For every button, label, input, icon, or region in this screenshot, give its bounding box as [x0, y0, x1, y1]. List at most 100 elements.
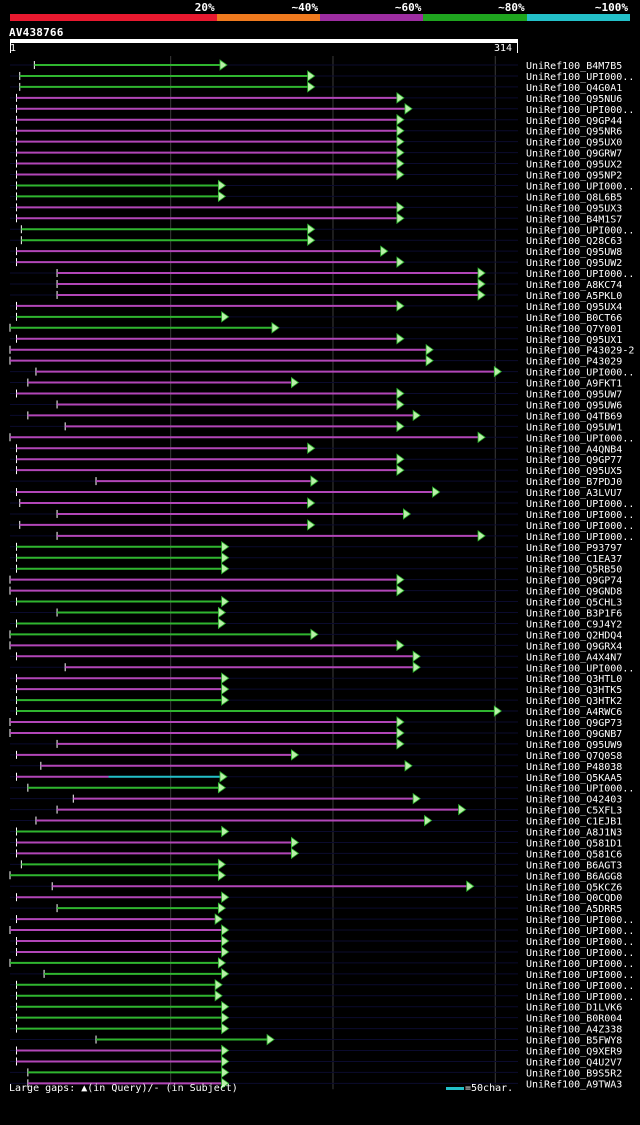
hit-label[interactable]: UniRef100_Q9GNB7	[526, 729, 622, 740]
hit-label[interactable]: UniRef100_Q5CHL3	[526, 598, 622, 609]
hit-label[interactable]: UniRef100_Q9GP74	[526, 576, 622, 587]
hit-label[interactable]: UniRef100_Q9GRW7	[526, 149, 622, 160]
hit-label[interactable]: UniRef100_A4RWC6	[526, 707, 622, 718]
hit-label[interactable]: UniRef100_Q95UW8	[526, 247, 622, 258]
hit-label[interactable]: UniRef100_Q4G0A1	[526, 83, 622, 94]
hit-label[interactable]: UniRef100_UPI000..	[526, 915, 634, 926]
query-sequence-bar	[10, 39, 518, 43]
hit-label[interactable]: UniRef100_P48038	[526, 762, 622, 773]
hit-label[interactable]: UniRef100_UPI000..	[526, 368, 634, 379]
hit-label[interactable]: UniRef100_Q3HTL0	[526, 674, 622, 685]
hit-label[interactable]: UniRef100_UPI000..	[526, 992, 634, 1003]
hit-label[interactable]: UniRef100_B6AGT3	[526, 860, 622, 871]
hit-label[interactable]: UniRef100_UPI000..	[526, 937, 634, 948]
hit-label[interactable]: UniRef100_Q9GND8	[526, 587, 622, 598]
hit-label[interactable]: UniRef100_Q95UX0	[526, 138, 622, 149]
hit-label[interactable]: UniRef100_UPI000..	[526, 948, 634, 959]
hit-label[interactable]: UniRef100_A4Z338	[526, 1025, 622, 1036]
hit-label[interactable]: UniRef100_Q5KCZ6	[526, 882, 622, 893]
hit-label[interactable]: UniRef100_Q95UX3	[526, 203, 622, 214]
hit-label[interactable]: UniRef100_B6AGG8	[526, 871, 622, 882]
hit-label[interactable]: UniRef100_Q28C63	[526, 236, 622, 247]
hit-label[interactable]: UniRef100_Q581D1	[526, 838, 622, 849]
hit-label[interactable]: UniRef100_Q95UW2	[526, 258, 622, 269]
hit-end-arrow	[217, 781, 227, 794]
hit-label[interactable]: UniRef100_Q4U2V7	[526, 1057, 622, 1068]
hit-label[interactable]: UniRef100_UPI000..	[526, 269, 634, 280]
hit-label[interactable]: UniRef100_Q8L6B5	[526, 192, 622, 203]
hit-label[interactable]: UniRef100_Q95NP2	[526, 171, 622, 182]
hit-label[interactable]: UniRef100_Q95UX5	[526, 466, 622, 477]
hit-label[interactable]: UniRef100_Q9GRX4	[526, 641, 622, 652]
hit-label[interactable]: UniRef100_B3P1F6	[526, 609, 622, 620]
hit-label[interactable]: UniRef100_A8KC74	[526, 280, 622, 291]
hit-label[interactable]: UniRef100_Q2HDQ4	[526, 630, 622, 641]
hit-label[interactable]: UniRef100_B4M7B5	[526, 61, 622, 72]
hit-end-arrow	[310, 628, 319, 641]
hit-label[interactable]: UniRef100_Q0CQD0	[526, 893, 622, 904]
hit-label[interactable]: UniRef100_Q95UW9	[526, 740, 622, 751]
hit-label[interactable]: UniRef100_A9TWA3	[526, 1079, 622, 1090]
hit-label[interactable]: UniRef100_UPI000..	[526, 784, 634, 795]
hit-label[interactable]: UniRef100_P43029-2	[526, 346, 634, 357]
hit-label[interactable]: UniRef100_UPI000..	[526, 225, 634, 236]
hit-label[interactable]: UniRef100_Q95UX2	[526, 160, 622, 171]
hit-label[interactable]: UniRef100_Q9GP44	[526, 116, 622, 127]
hit-label[interactable]: UniRef100_B4M1S7	[526, 214, 622, 225]
hit-label[interactable]: UniRef100_Q95NR6	[526, 127, 622, 138]
hit-label[interactable]: UniRef100_UPI000..	[526, 181, 634, 192]
hit-label[interactable]: UniRef100_UPI000..	[526, 433, 634, 444]
hit-label[interactable]: UniRef100_C1EJB1	[526, 817, 622, 828]
hit-label[interactable]: UniRef100_Q3HTK5	[526, 685, 622, 696]
hit-label[interactable]: UniRef100_D1LVK6	[526, 1003, 622, 1014]
hit-label[interactable]: UniRef100_Q9GP73	[526, 718, 622, 729]
hit-label[interactable]: UniRef100_UPI000..	[526, 926, 634, 937]
hit-label[interactable]: UniRef100_A4X4N7	[526, 652, 622, 663]
hit-label[interactable]: UniRef100_A5DRR5	[526, 904, 622, 915]
hit-label[interactable]: UniRef100_C5XFL3	[526, 806, 622, 817]
hit-label[interactable]: UniRef100_UPI000..	[526, 663, 634, 674]
hit-label[interactable]: UniRef100_Q7Q0S8	[526, 751, 622, 762]
hit-label[interactable]: UniRef100_O42403	[526, 795, 622, 806]
hit-label[interactable]: UniRef100_Q7Y001	[526, 324, 622, 335]
hit-label[interactable]: UniRef100_Q3HTK2	[526, 696, 622, 707]
hit-label[interactable]: UniRef100_UPI000..	[526, 105, 634, 116]
hit-label[interactable]: UniRef100_UPI000..	[526, 72, 634, 83]
hit-label[interactable]: UniRef100_P93797	[526, 543, 622, 554]
hit-label[interactable]: UniRef100_Q4TB69	[526, 411, 622, 422]
hit-label[interactable]: UniRef100_UPI000..	[526, 532, 634, 543]
hit-label[interactable]: UniRef100_A4QNB4	[526, 444, 622, 455]
hit-label[interactable]: UniRef100_UPI000..	[526, 970, 634, 981]
hit-label[interactable]: UniRef100_UPI000..	[526, 959, 634, 970]
hit-label[interactable]: UniRef100_B7PDJ0	[526, 477, 622, 488]
hit-label[interactable]: UniRef100_UPI000..	[526, 499, 634, 510]
hit-label[interactable]: UniRef100_Q9GP77	[526, 455, 622, 466]
hit-label[interactable]: UniRef100_B5FWY8	[526, 1036, 622, 1047]
hit-label[interactable]: UniRef100_Q9XER9	[526, 1047, 622, 1058]
hit-label[interactable]: UniRef100_Q95UX1	[526, 335, 622, 346]
hit-label[interactable]: UniRef100_Q5RB50	[526, 565, 622, 576]
hit-end-arrow	[458, 803, 467, 816]
hit-label[interactable]: UniRef100_UPI000..	[526, 981, 634, 992]
hit-end-arrow	[432, 486, 441, 498]
hit-label[interactable]: UniRef100_C1EA37	[526, 554, 622, 565]
hit-label[interactable]: UniRef100_A5PKL0	[526, 291, 622, 302]
hit-label[interactable]: UniRef100_P43029	[526, 357, 622, 368]
hit-label[interactable]: UniRef100_B9S5R2	[526, 1068, 622, 1079]
hit-label[interactable]: UniRef100_A8J1N3	[526, 828, 622, 839]
hit-label[interactable]: UniRef100_Q95UW6	[526, 400, 622, 411]
hit-label[interactable]: UniRef100_Q5KAA5	[526, 773, 622, 784]
hit-label[interactable]: UniRef100_UPI000..	[526, 510, 634, 521]
hit-label[interactable]: UniRef100_Q95UW7	[526, 390, 622, 401]
legend-label: 20%	[194, 1, 215, 14]
hit-label[interactable]: UniRef100_B0CT66	[526, 313, 622, 324]
hit-label[interactable]: UniRef100_Q581C6	[526, 849, 622, 860]
hit-label[interactable]: UniRef100_Q95NU6	[526, 94, 622, 105]
hit-label[interactable]: UniRef100_C9J4Y2	[526, 619, 622, 630]
hit-label[interactable]: UniRef100_A9FKT1	[526, 379, 622, 390]
hit-label[interactable]: UniRef100_A3LVU7	[526, 488, 622, 499]
hit-label[interactable]: UniRef100_UPI000..	[526, 521, 634, 532]
hit-label[interactable]: UniRef100_Q95UW1	[526, 422, 622, 433]
hit-label[interactable]: UniRef100_B0R004	[526, 1014, 622, 1025]
hit-label[interactable]: UniRef100_Q95UX4	[526, 302, 622, 313]
